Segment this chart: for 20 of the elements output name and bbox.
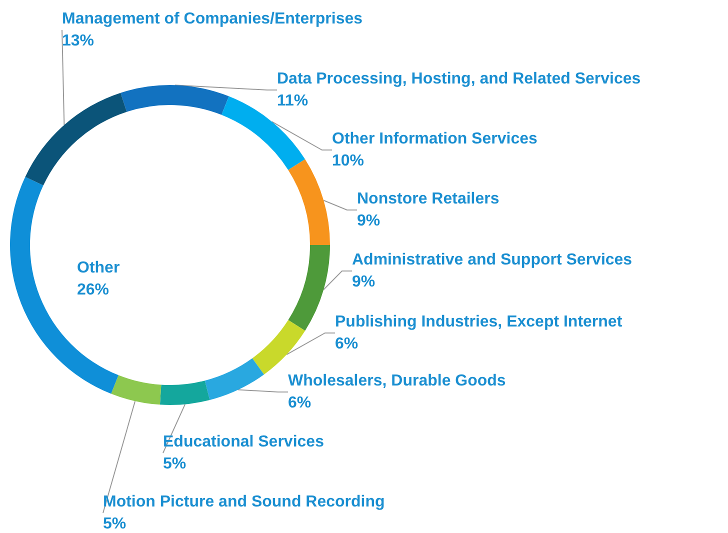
slice-label: Wholesalers, Durable Goods bbox=[288, 372, 506, 390]
data-label: 10% bbox=[332, 152, 364, 170]
data-label: 5% bbox=[163, 456, 186, 472]
data-label: 6% bbox=[288, 394, 312, 412]
slice-label: Educational Services bbox=[163, 434, 324, 450]
data-label: 6% bbox=[335, 336, 358, 352]
slice-label: Publishing Industries, Except Internet bbox=[335, 314, 623, 330]
slice-label: Other Information Services bbox=[332, 130, 538, 148]
slice-label: Nonstore Retailers bbox=[357, 190, 500, 208]
slice-label: Motion Picture and Sound Recording bbox=[103, 494, 385, 510]
slice-label: Other bbox=[77, 260, 120, 276]
data-label: 9% bbox=[357, 212, 380, 230]
data-label: 26% bbox=[77, 282, 110, 298]
slice-label: Administrative and Support Services bbox=[352, 252, 632, 268]
slice-label: Data Processing, Hosting, and Related Services bbox=[277, 70, 641, 88]
data-label: 13% bbox=[62, 32, 94, 50]
data-label: 5% bbox=[103, 516, 126, 532]
data-label: 11% bbox=[277, 92, 308, 110]
data-label: 9% bbox=[352, 274, 376, 290]
slice-label: Management of Companies/Enterprises bbox=[62, 10, 363, 28]
